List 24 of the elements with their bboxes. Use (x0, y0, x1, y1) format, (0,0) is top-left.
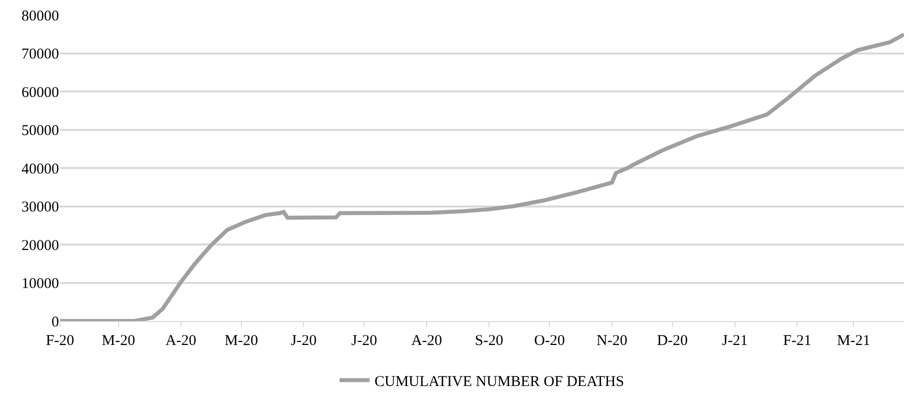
y-tick-label: 50000 (22, 123, 59, 139)
y-tick-label: 40000 (22, 161, 59, 178)
x-tick-label: F-20 (46, 333, 74, 349)
x-tick-label: S-20 (474, 333, 504, 349)
x-tick-label: A-20 (165, 333, 196, 349)
y-tick-label: 10000 (22, 276, 59, 292)
y-tick-label: 60000 (22, 84, 59, 101)
x-tick-label: F-21 (783, 333, 812, 349)
y-tick-label: 20000 (22, 238, 59, 254)
y-tick-label: 30000 (22, 200, 59, 216)
x-tick-label: M-21 (836, 333, 870, 349)
x-tick-label: J-20 (290, 333, 317, 349)
x-tick-label: J-20 (351, 333, 378, 349)
x-tick-label: M-20 (102, 333, 136, 349)
x-tick-label: M-20 (224, 333, 258, 349)
y-tick-label: 70000 (22, 46, 59, 62)
x-tick-label: D-20 (656, 333, 688, 349)
x-tick-label: N-20 (596, 333, 628, 349)
y-tick-label: 0 (52, 314, 59, 330)
x-tick-label: J-21 (722, 333, 748, 349)
y-tick-label: 80000 (22, 8, 59, 24)
x-tick-label: O-20 (534, 333, 565, 349)
x-tick-label: A-20 (411, 333, 442, 349)
legend-label: CUMULATIVE NUMBER OF DEATHS (374, 374, 624, 390)
